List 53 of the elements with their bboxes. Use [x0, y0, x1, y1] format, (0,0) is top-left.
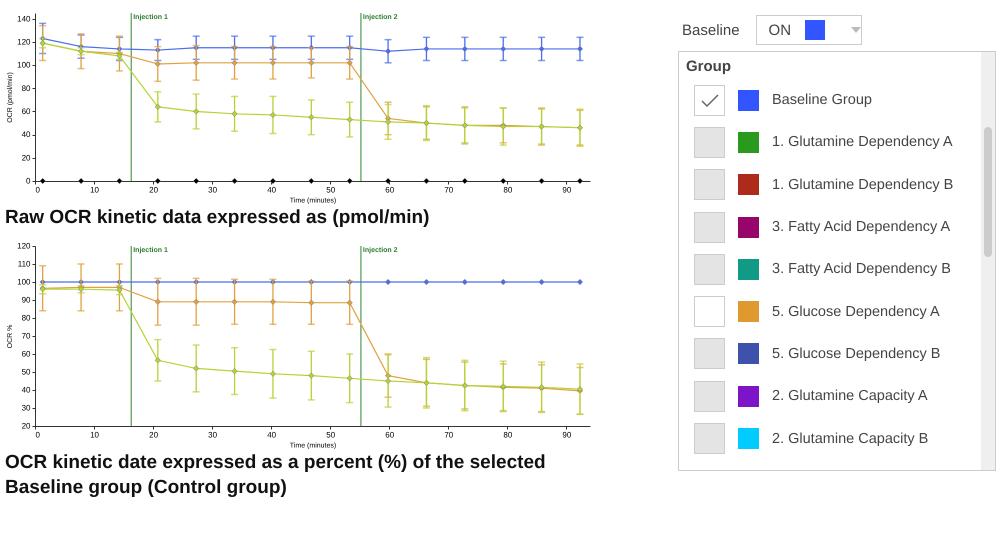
x-tick-label: 90	[562, 430, 572, 440]
x-tick-label: 40	[267, 186, 277, 194]
text: Group	[686, 58, 732, 75]
y-tick-label: 0	[26, 176, 32, 186]
x-tick-label: 90	[562, 186, 572, 194]
y-tick-label: 30	[22, 404, 32, 412]
text: Baseline	[682, 22, 740, 38]
x-tick-label: 0	[36, 186, 40, 194]
y-tick-label: 100	[17, 278, 32, 286]
x-tick-label: 30	[208, 430, 218, 440]
x-tick-label: 60	[385, 186, 395, 194]
y-tick-label: 40	[22, 130, 32, 140]
y-tick-label: 120	[17, 37, 32, 46]
category-label: 3. Fatty Acid Dependency B	[772, 261, 951, 278]
y-tick-label: 20	[22, 153, 32, 162]
y-tick-label: 100	[17, 60, 32, 70]
category-label: 3. Fatty Acid Dependency A	[772, 219, 950, 236]
x-tick-label: 50	[326, 430, 336, 440]
y-tick-label: 90	[22, 296, 32, 304]
y-tick-label: 20	[22, 422, 32, 430]
y-tick-label: 70	[22, 332, 32, 340]
category-label: 2. Glutamine Capacity B	[772, 430, 928, 447]
x-tick-label: 30	[208, 186, 218, 194]
y-tick-label: 50	[22, 368, 32, 376]
category-label: 5. Glucose Dependency A	[772, 304, 940, 320]
x-tick-label: 40	[267, 430, 277, 440]
x-tick-label: 0	[36, 430, 40, 440]
x-tick-label: 10	[90, 186, 100, 194]
text: Raw OCR kinetic data expressed as (pmol/min)	[4, 206, 430, 230]
x-tick-label: 80	[503, 186, 513, 194]
category-label: 1. Glutamine Dependency A	[772, 134, 953, 150]
y-tick-label: 140	[17, 14, 32, 24]
category-label: Baseline Group	[772, 92, 872, 108]
y-tick-label: 60	[22, 106, 32, 116]
y-tick-label: 40	[22, 386, 32, 394]
y-tick-label: 60	[22, 350, 32, 358]
x-tick-label: 60	[385, 430, 395, 440]
x-tick-label: 70	[444, 186, 454, 194]
x-tick-label: 20	[149, 430, 159, 440]
category-label: 1. Glutamine Dependency B	[772, 176, 954, 193]
x-tick-label: 50	[326, 186, 336, 194]
category-label: 5. Glucose Dependency B	[772, 346, 940, 362]
x-tick-label: 20	[149, 186, 159, 194]
x-tick-label: 10	[90, 430, 100, 440]
x-tick-label: 80	[503, 430, 513, 440]
x-tick-label: 70	[444, 430, 454, 440]
y-tick-label: 120	[17, 242, 32, 250]
dropdown: ON	[756, 15, 862, 45]
y-tick-label: 110	[18, 260, 32, 268]
y-tick-label: 80	[22, 84, 32, 93]
y-tick-label: 80	[22, 314, 32, 322]
text: OCR kinetic date expressed as a percent (%) of the selected Baseline group (Control group)	[4, 451, 547, 500]
category-label: 2. Glutamine Capacity A	[772, 388, 928, 404]
